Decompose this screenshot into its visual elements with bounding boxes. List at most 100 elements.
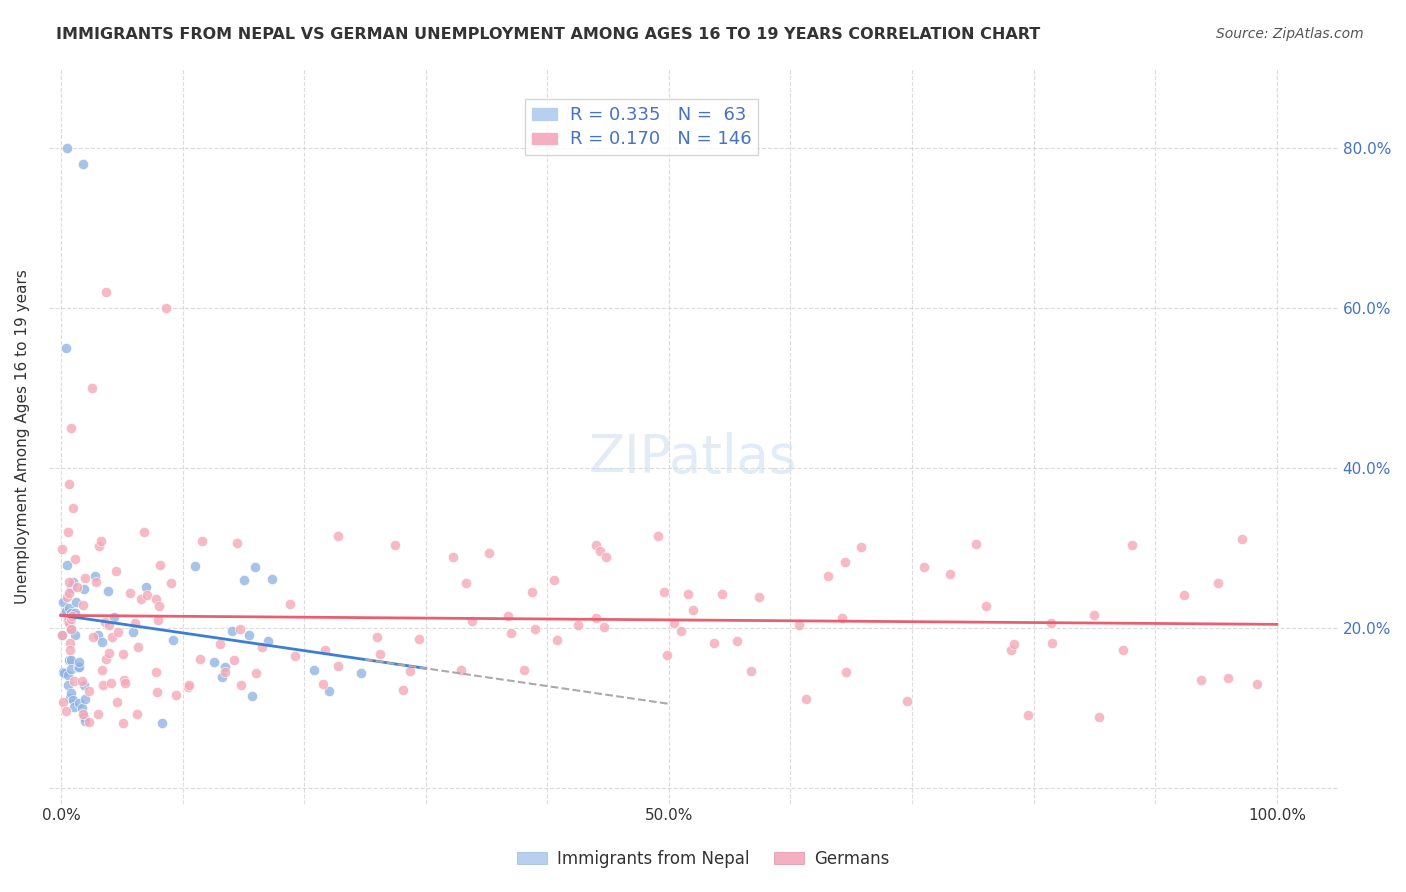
Point [1246, 677, 1268, 691]
Point [62, 500, 84, 515]
Text: ZIPatlas: ZIPatlas [589, 432, 797, 484]
Point [202, 655, 225, 669]
Point [302, 663, 325, 677]
Point [59, 612, 82, 626]
Point [56, 141, 79, 155]
Point [62, 692, 84, 706]
Point [896, 694, 918, 708]
Point [221, 624, 243, 639]
Point [524, 622, 547, 636]
Point [676, 587, 699, 601]
Point [177, 678, 200, 692]
Point [120, 586, 142, 600]
Point [73, 582, 96, 597]
Point [245, 559, 267, 574]
Point [231, 678, 253, 692]
Point [703, 636, 725, 650]
Point [63, 673, 86, 688]
Point [52, 595, 75, 609]
Point [56, 611, 79, 625]
Point [162, 633, 184, 648]
Point [56, 678, 79, 692]
Point [101, 630, 124, 644]
Point [60, 653, 83, 667]
Point [91, 663, 114, 677]
Text: Source: ZipAtlas.com: Source: ZipAtlas.com [1216, 27, 1364, 41]
Point [73, 710, 96, 724]
Point [188, 652, 211, 666]
Point [318, 683, 340, 698]
Point [62, 575, 84, 590]
Point [478, 546, 501, 560]
Point [184, 558, 207, 573]
Point [652, 584, 675, 599]
Point [211, 670, 233, 684]
Point [58, 574, 80, 589]
Point [512, 663, 534, 677]
Point [834, 665, 856, 680]
Point [817, 569, 839, 583]
Point [56, 525, 79, 540]
Point [56, 590, 79, 604]
Point [135, 580, 157, 594]
Point [149, 558, 172, 572]
Point [114, 676, 136, 690]
Point [105, 564, 128, 578]
Point [56, 668, 79, 682]
Point [97, 646, 120, 660]
Legend: R = 0.335   N =  63, R = 0.170   N = 146: R = 0.335 N = 63, R = 0.170 N = 146 [524, 99, 758, 155]
Point [454, 575, 477, 590]
Point [1121, 538, 1143, 552]
Point [70, 701, 93, 715]
Point [58, 477, 80, 491]
Point [53, 606, 76, 620]
Point [111, 716, 134, 731]
Point [312, 677, 335, 691]
Point [748, 590, 770, 604]
Point [711, 587, 734, 601]
Point [86, 628, 108, 642]
Point [59, 582, 82, 596]
Point [326, 658, 349, 673]
Point [105, 695, 128, 709]
Point [260, 572, 283, 586]
Point [55, 604, 77, 618]
Point [1206, 576, 1229, 591]
Point [103, 610, 125, 624]
Point [368, 647, 391, 661]
Point [77, 684, 100, 698]
Point [60, 622, 83, 636]
Point [125, 707, 148, 722]
Point [160, 575, 183, 590]
Point [112, 647, 135, 661]
Point [912, 560, 935, 574]
Point [450, 663, 472, 677]
Point [114, 673, 136, 687]
Point [72, 706, 94, 721]
Point [97, 617, 120, 632]
Point [73, 714, 96, 728]
Point [595, 550, 617, 565]
Point [328, 528, 350, 542]
Point [222, 653, 245, 667]
Point [740, 665, 762, 679]
Point [543, 573, 565, 587]
Point [834, 555, 856, 569]
Point [1088, 709, 1111, 723]
Point [441, 549, 464, 564]
Point [56, 558, 79, 572]
Point [1218, 672, 1240, 686]
Point [67, 660, 90, 674]
Point [1002, 637, 1025, 651]
Point [592, 620, 614, 634]
Point [58, 615, 80, 630]
Point [155, 301, 177, 316]
Point [965, 536, 987, 550]
Point [501, 626, 523, 640]
Point [851, 540, 873, 554]
Point [585, 538, 607, 552]
Point [589, 544, 612, 558]
Point [60, 606, 83, 620]
Point [585, 611, 607, 625]
Point [669, 624, 692, 639]
